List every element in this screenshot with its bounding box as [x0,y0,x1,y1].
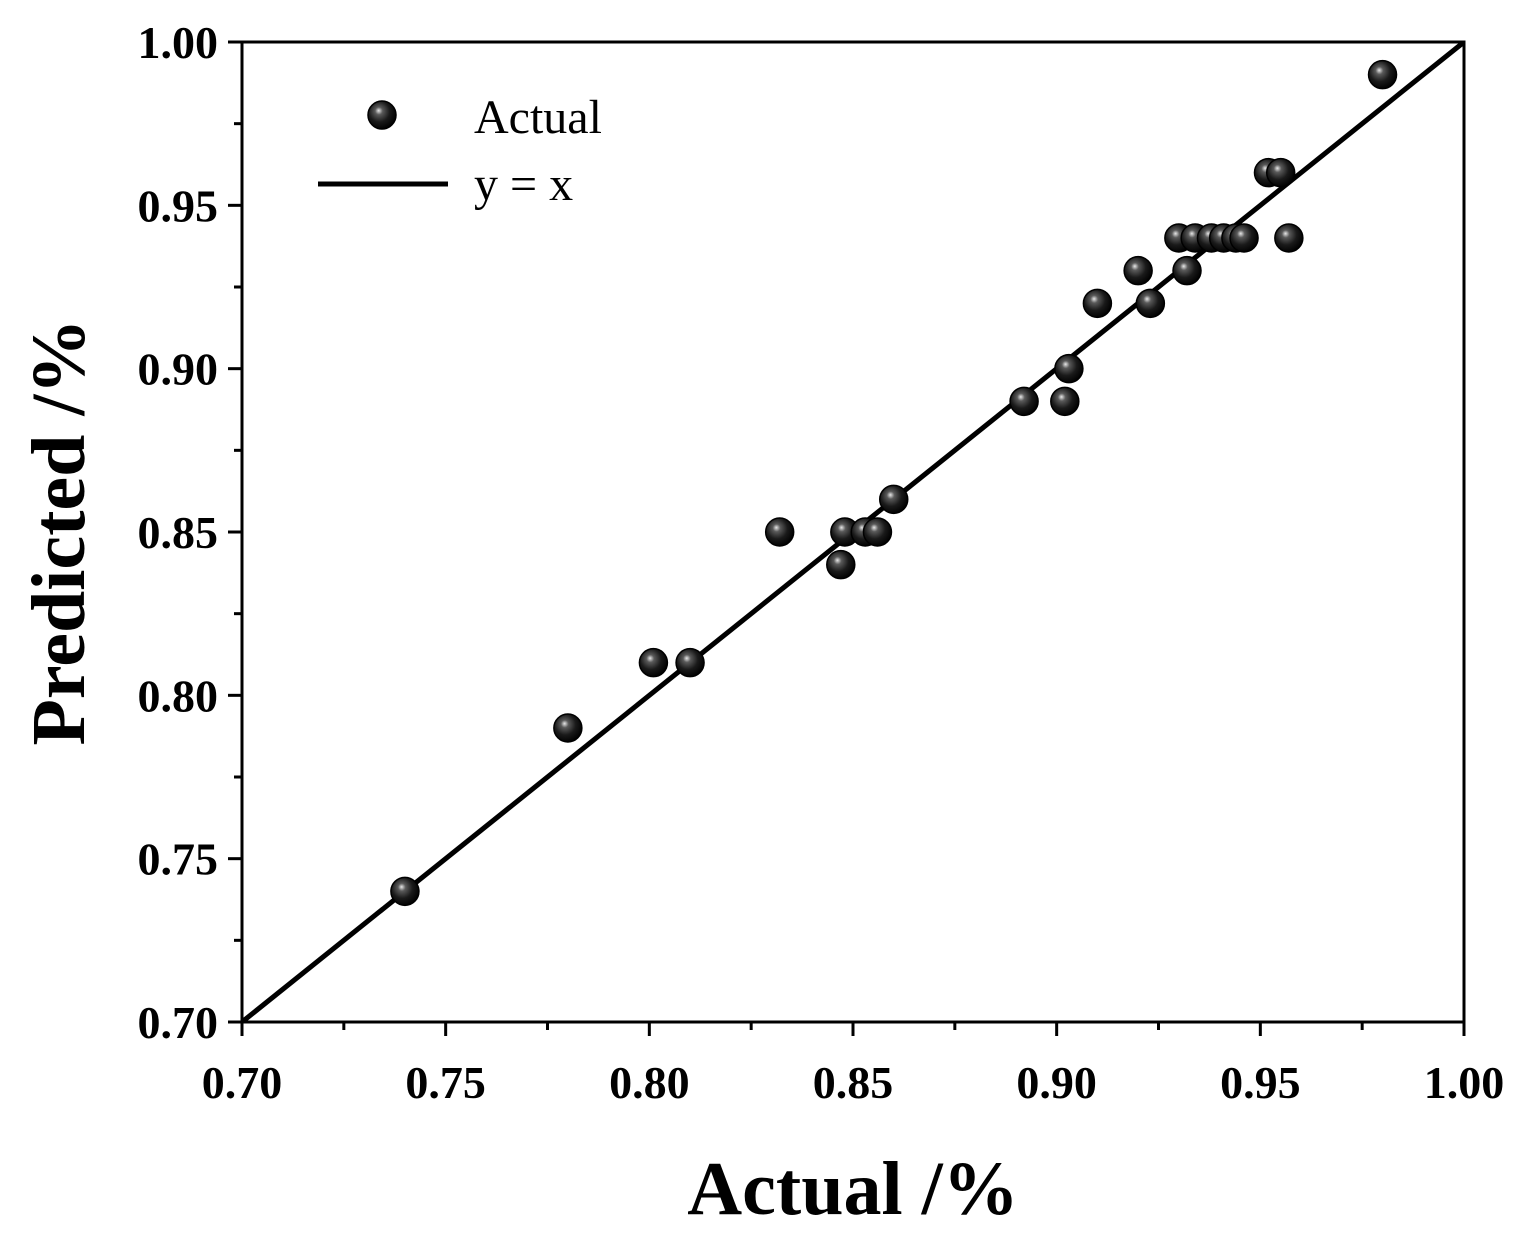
data-point [1050,386,1080,417]
x-tick-label: 0.85 [813,1057,894,1108]
legend: Actual y = x [318,91,602,211]
y-tick-label: 1.00 [138,17,219,68]
legend-marker-actual [367,100,397,130]
y-axis-title: Predicted /% [17,318,101,745]
plot-marks [242,42,1464,1022]
data-point [1367,59,1398,90]
x-tick-label: 0.95 [1220,1057,1301,1108]
axes: 0.70 0.75 0.80 0.85 0.90 0.95 1.00 0.70 0.75 0.80… [138,17,1505,1108]
legend-label-actual: Actual [474,91,602,144]
data-point [1172,255,1202,286]
data-point [1054,353,1084,384]
x-tick-label: 0.80 [609,1057,690,1108]
y-tick-label: 0.70 [138,997,219,1048]
y-tick-label: 0.90 [138,344,219,395]
x-tick-label: 0.70 [202,1057,283,1108]
data-point [1274,223,1304,253]
data-point [553,713,583,743]
y-tick-label: 0.80 [138,670,219,721]
data-point [826,549,856,580]
data-point [1082,288,1113,319]
data-point [1229,223,1259,253]
data-point [1265,157,1296,188]
y-tick-label: 0.85 [138,507,219,558]
data-point [862,517,893,547]
x-tick-label: 0.75 [405,1057,486,1108]
y-tick-label: 0.95 [138,180,219,231]
data-point [638,647,669,678]
data-point [1009,386,1039,417]
data-point [878,484,909,515]
x-tick-label: 1.00 [1424,1057,1505,1108]
x-tick-label: 0.90 [1016,1057,1097,1108]
data-point [1123,255,1153,286]
legend-label-identity: y = x [474,158,573,211]
data-point [1135,288,1166,319]
data-point [675,647,705,678]
x-axis-title: Actual /% [687,1147,1018,1231]
data-point [764,517,795,547]
data-point [390,876,420,907]
y-tick-label: 0.75 [138,834,219,885]
